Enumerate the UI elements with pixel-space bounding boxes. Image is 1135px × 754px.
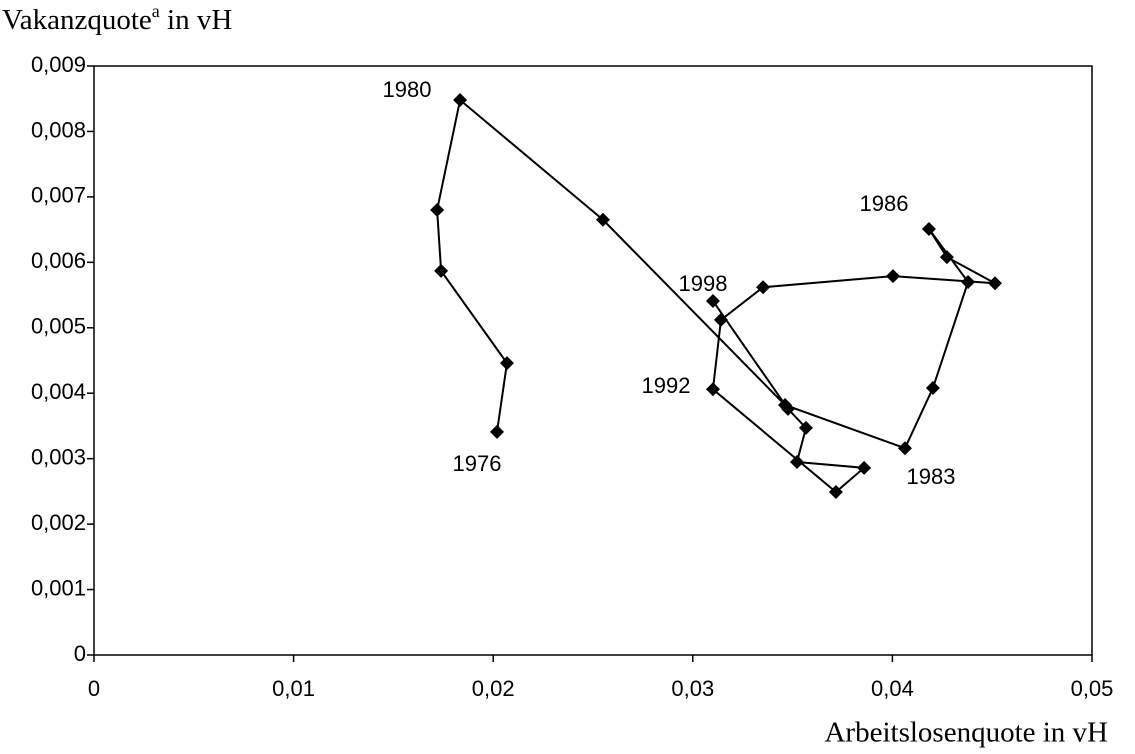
data-point — [434, 263, 449, 278]
year-annotation: 1992 — [642, 373, 691, 398]
data-point — [499, 356, 514, 371]
data-point — [828, 485, 843, 500]
data-point — [857, 460, 872, 475]
y-tick-label: 0 — [74, 641, 86, 666]
y-tick-label: 0,009 — [31, 52, 86, 77]
data-point — [961, 274, 976, 289]
data-point — [925, 380, 940, 395]
data-point — [705, 382, 720, 397]
y-tick-label: 0,007 — [31, 183, 86, 208]
data-point — [705, 293, 720, 308]
x-tick-label: 0,05 — [1071, 676, 1114, 701]
data-line — [436, 98, 996, 494]
x-tick-label: 0 — [88, 676, 100, 701]
data-point — [987, 276, 1002, 291]
year-annotation: 1980 — [383, 77, 432, 102]
data-point — [897, 441, 912, 456]
data-point — [781, 401, 796, 416]
x-tick-label: 0,04 — [871, 676, 914, 701]
y-tick-label: 0,002 — [31, 510, 86, 535]
data-point — [789, 454, 804, 469]
y-tick-label: 0,005 — [31, 314, 86, 339]
y-title-main: Vakanzquote — [2, 4, 152, 36]
data-point — [798, 420, 813, 435]
x-axis-title: Arbeitslosenquote in vH — [824, 717, 1108, 749]
data-point — [939, 250, 954, 265]
y-title-sup: a — [152, 1, 160, 21]
data-point — [453, 93, 468, 108]
data-point — [595, 212, 610, 227]
y-tick-label: 0,004 — [31, 379, 86, 404]
x-tick-label: 0,03 — [671, 676, 714, 701]
data-point — [885, 269, 900, 284]
data-point — [756, 280, 771, 295]
year-annotation: 1986 — [860, 191, 909, 216]
data-point — [489, 424, 504, 439]
y-title-suffix: in vH — [160, 4, 233, 36]
y-tick-label: 0,006 — [31, 248, 86, 273]
year-annotation: 1976 — [453, 451, 502, 476]
data-point — [430, 202, 445, 217]
y-tick-label: 0,008 — [31, 117, 86, 142]
data-point — [921, 221, 936, 236]
data-point — [713, 312, 728, 327]
plot-frame — [93, 65, 1093, 656]
year-annotation: 1998 — [679, 271, 728, 296]
x-tick-label: 0,01 — [272, 676, 315, 701]
year-annotation: 1983 — [907, 464, 956, 489]
y-axis-title: Vakanzquotea in vH — [2, 1, 232, 36]
x-tick-label: 0,02 — [472, 676, 515, 701]
y-tick-label: 0,003 — [31, 444, 86, 469]
y-tick-label: 0,001 — [31, 575, 86, 600]
